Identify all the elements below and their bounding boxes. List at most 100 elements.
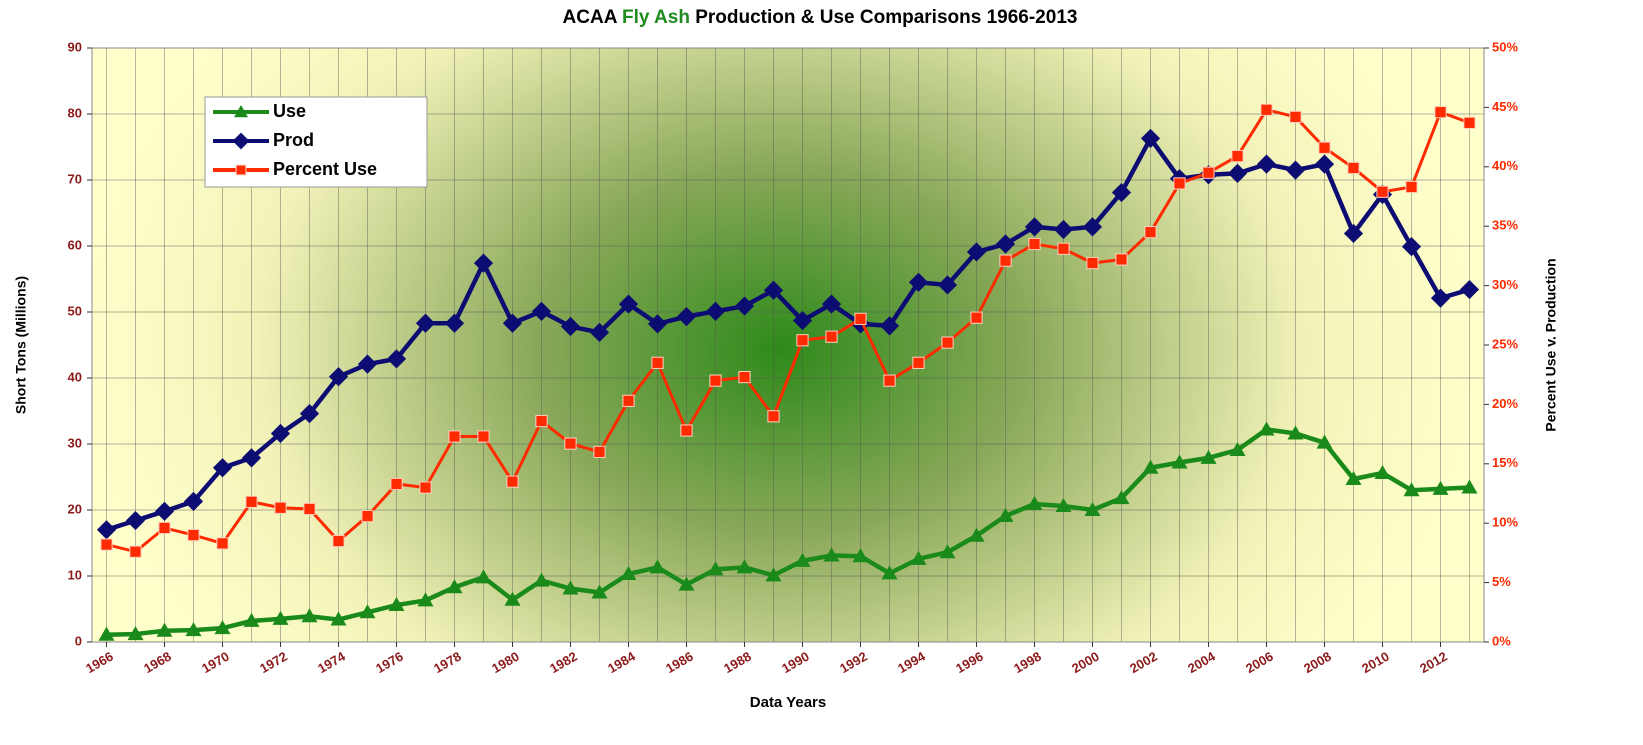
marker-diamond — [560, 316, 581, 337]
marker-square — [274, 501, 287, 514]
x-tick-label: 1994 — [895, 648, 928, 676]
marker-triangle — [562, 580, 579, 595]
y2-tick-label: 50% — [1492, 39, 1518, 54]
y2-tick-label: 0% — [1492, 633, 1511, 648]
marker-triangle — [1229, 441, 1246, 456]
series-line — [106, 427, 1470, 637]
y2-tick-label: 40% — [1492, 158, 1518, 173]
marker-triangle — [475, 569, 492, 584]
legend-label: Use — [273, 101, 306, 121]
marker-diamond — [473, 253, 494, 273]
legend-label: Prod — [273, 130, 314, 150]
title-part: Fly Ash — [622, 7, 690, 28]
marker-diamond — [270, 423, 291, 444]
marker-square — [593, 445, 606, 459]
marker-square — [100, 538, 113, 551]
marker-diamond — [1285, 160, 1306, 180]
x-tick-label: 2010 — [1359, 649, 1392, 676]
y2-tick-label: 10% — [1492, 515, 1518, 530]
marker-diamond — [531, 301, 552, 321]
marker-diamond — [647, 314, 668, 334]
marker-triangle — [620, 566, 637, 581]
marker-diamond — [705, 301, 726, 321]
y-tick-label: 40 — [68, 369, 82, 384]
marker-diamond — [1111, 182, 1132, 203]
marker-triangle — [1258, 421, 1275, 436]
marker-diamond — [1024, 217, 1045, 237]
marker-square — [680, 424, 693, 437]
x-tick-label: 2006 — [1243, 649, 1276, 676]
x-tick-label: 1978 — [431, 649, 464, 676]
marker-square — [535, 414, 548, 428]
y-tick-label: 90 — [68, 39, 82, 54]
y-tick-label: 50 — [68, 303, 82, 318]
marker-diamond — [821, 294, 842, 314]
marker-square — [419, 481, 432, 494]
marker-triangle — [301, 608, 318, 623]
marker-diamond — [125, 510, 146, 531]
marker-square — [999, 254, 1012, 267]
y-axis-label: Short Tons (Millions) — [13, 276, 29, 414]
marker-triangle — [852, 548, 869, 563]
marker-diamond — [154, 501, 175, 521]
y2-tick-label: 45% — [1492, 99, 1518, 114]
marker-triangle — [446, 579, 463, 594]
marker-triangle — [1200, 449, 1217, 464]
marker-square — [1405, 180, 1418, 194]
x-tick-label: 1972 — [257, 649, 290, 676]
marker-square — [1376, 185, 1389, 198]
y-tick-label: 70 — [68, 171, 82, 186]
marker-triangle — [1345, 470, 1362, 485]
y2-tick-label: 25% — [1492, 336, 1518, 351]
marker-square — [1144, 226, 1157, 239]
marker-triangle — [910, 550, 927, 565]
marker-square — [1173, 177, 1186, 190]
y2-tick-label: 5% — [1492, 574, 1511, 589]
y-tick-label: 10 — [68, 567, 82, 582]
y-tick-label: 0 — [75, 633, 82, 648]
marker-triangle — [765, 567, 782, 582]
x-tick-label: 1990 — [779, 649, 812, 676]
marker-diamond — [995, 234, 1016, 254]
marker-square — [912, 356, 925, 369]
marker-square — [1347, 161, 1360, 175]
marker-diamond — [1256, 154, 1277, 174]
marker-square — [564, 437, 577, 450]
marker-square — [1202, 166, 1215, 179]
marker-triangle — [127, 626, 144, 641]
x-tick-label: 1996 — [953, 649, 986, 676]
marker-square — [129, 545, 142, 558]
marker-triangle — [823, 547, 840, 562]
marker-triangle — [1026, 496, 1043, 511]
marker-triangle — [997, 507, 1014, 522]
marker-triangle — [678, 576, 695, 591]
marker-square — [1260, 103, 1273, 116]
x-tick-label: 1992 — [837, 649, 870, 676]
marker-diamond — [183, 491, 204, 512]
y2-tick-label: 35% — [1492, 218, 1518, 233]
marker-square — [1057, 242, 1070, 255]
marker-square — [390, 477, 403, 491]
marker-diamond — [1430, 288, 1451, 308]
marker-triangle — [156, 622, 173, 637]
marker-diamond — [792, 310, 813, 331]
y-tick-label: 20 — [68, 501, 82, 516]
marker-triangle — [1171, 454, 1188, 469]
marker-square — [622, 394, 635, 407]
marker-square — [1086, 256, 1099, 270]
marker-square — [941, 336, 954, 349]
marker-triangle — [1461, 479, 1478, 494]
marker-square — [448, 430, 461, 443]
marker-triangle — [1316, 434, 1333, 449]
marker-triangle — [214, 620, 231, 635]
marker-square — [825, 330, 838, 343]
marker-triangle — [968, 527, 985, 542]
x-tick-label: 1998 — [1011, 649, 1044, 676]
marker-square — [245, 495, 258, 508]
marker-diamond — [1140, 128, 1161, 149]
marker-diamond — [232, 132, 250, 150]
x-tick-label: 2012 — [1417, 649, 1450, 676]
marker-diamond — [589, 322, 610, 343]
marker-triangle — [98, 626, 115, 641]
marker-triangle — [649, 559, 666, 574]
